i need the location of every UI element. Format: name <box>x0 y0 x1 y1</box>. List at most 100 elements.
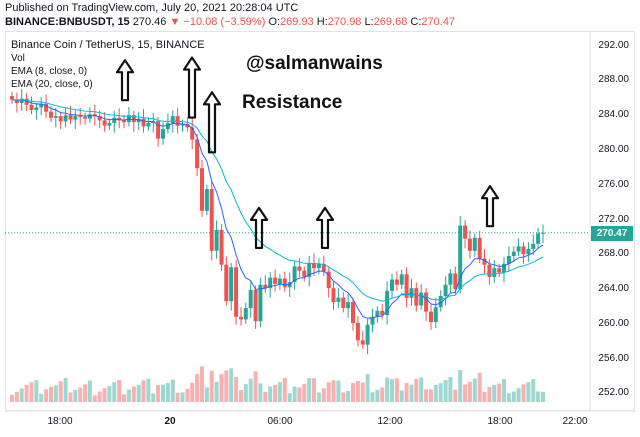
candle-body <box>282 278 287 288</box>
volume-bar <box>268 386 273 402</box>
low-value: 269.68 <box>373 16 408 28</box>
volume-bar <box>10 394 14 402</box>
candle-body <box>321 263 326 272</box>
candle-body <box>526 249 531 255</box>
volume-bar <box>453 389 458 402</box>
volume-bar <box>536 391 541 402</box>
volume-bar <box>49 386 53 402</box>
volume-bar <box>399 390 404 402</box>
volume-bar <box>165 382 170 402</box>
y-tick-label: 256.00 <box>598 352 629 364</box>
volume-bar <box>429 389 433 402</box>
resistance-arrow-icon <box>115 59 135 102</box>
volume-bar <box>506 393 511 402</box>
candle-body <box>355 322 360 341</box>
down-arrow-icon: ▼ <box>169 16 181 28</box>
volume-bar <box>146 378 151 402</box>
candle-body <box>224 264 229 302</box>
volume-bar <box>351 382 355 402</box>
volume-bar <box>414 379 419 402</box>
volume-bar <box>102 388 107 402</box>
candle-body <box>346 302 351 309</box>
y-tick-label: 260.00 <box>598 317 629 329</box>
candle-body <box>146 123 151 127</box>
candle-body <box>365 324 370 345</box>
volume-bar <box>224 370 229 402</box>
volume-bar <box>326 382 331 402</box>
volume-bar <box>287 393 292 402</box>
candle-body <box>73 116 78 120</box>
candle-body <box>39 103 44 108</box>
candle-body <box>136 118 141 123</box>
candle-body <box>536 233 541 244</box>
x-tick-label: 18:00 <box>487 416 513 427</box>
candle-body <box>458 225 463 289</box>
legend-ema20[interactable]: EMA (20, close, 0) <box>11 79 93 90</box>
candle-body <box>29 104 34 110</box>
candle-body <box>375 310 380 317</box>
volume-bar <box>511 391 516 402</box>
author-handle: @salmanwains <box>246 53 383 74</box>
volume-bar <box>336 380 341 402</box>
volume-bar <box>467 381 472 402</box>
candle-body <box>336 297 341 302</box>
candle-body <box>312 263 316 269</box>
volume-bar <box>497 383 502 402</box>
candle-body <box>234 267 239 317</box>
volume-bar <box>156 385 161 402</box>
candle-body <box>10 96 14 100</box>
volume-bar <box>487 386 492 402</box>
volume-bar <box>151 393 156 402</box>
y-tick-label: 272.00 <box>598 213 629 225</box>
y-tick-label: 252.00 <box>598 387 629 399</box>
y-tick-label: 288.00 <box>598 74 629 86</box>
candle-body <box>87 114 92 119</box>
candle-body <box>34 107 39 110</box>
candle-body <box>394 279 399 285</box>
volume-bar <box>370 392 375 402</box>
volume-bar <box>204 387 209 402</box>
volume-bar <box>360 382 365 402</box>
candle-body <box>506 256 511 264</box>
volume-bar <box>355 381 360 402</box>
volume-bar <box>112 382 117 402</box>
candle-body <box>97 116 102 121</box>
volume-bar <box>229 368 234 402</box>
candle-body <box>351 302 355 323</box>
chart-legend-title[interactable]: Binance Coin / TetherUS, 15, BINANCE <box>11 39 205 51</box>
candle-body <box>78 116 83 118</box>
legend-volume[interactable]: Vol <box>11 53 25 64</box>
volume-bar <box>419 377 424 402</box>
high-value: 270.98 <box>327 16 362 28</box>
volume-bar <box>92 395 97 402</box>
volume-bar <box>19 388 24 402</box>
candle-body <box>239 316 243 320</box>
volume-bar <box>433 384 438 402</box>
volume-bar <box>472 378 477 402</box>
candle-body <box>380 310 385 316</box>
volume-bar <box>390 379 394 402</box>
legend-ema8[interactable]: EMA (8, close, 0) <box>11 66 88 77</box>
volume-bar <box>292 386 297 402</box>
volume-bar <box>263 391 268 402</box>
candle-body <box>229 267 234 302</box>
candle-body <box>404 274 409 298</box>
volume-bar <box>316 392 321 402</box>
published-label: Published on TradingView.com, July 20, 2… <box>5 2 299 14</box>
volume-bar <box>424 389 429 402</box>
volume-bar <box>83 384 88 402</box>
candle-body <box>448 273 453 285</box>
volume-bar <box>97 391 102 402</box>
x-tick-label: 06:00 <box>267 416 293 427</box>
volume-bar <box>219 374 224 402</box>
candle-body <box>161 129 165 139</box>
volume-bar <box>521 384 526 402</box>
open-label: O: <box>268 16 281 28</box>
volume-bar <box>258 383 263 402</box>
candle-body <box>24 98 29 105</box>
symbol-name[interactable]: BINANCE:BNBUSDT, 15 <box>5 16 130 28</box>
candle-body <box>253 289 258 322</box>
volume-bar <box>141 380 146 402</box>
resistance-arrow-icon <box>182 56 202 119</box>
